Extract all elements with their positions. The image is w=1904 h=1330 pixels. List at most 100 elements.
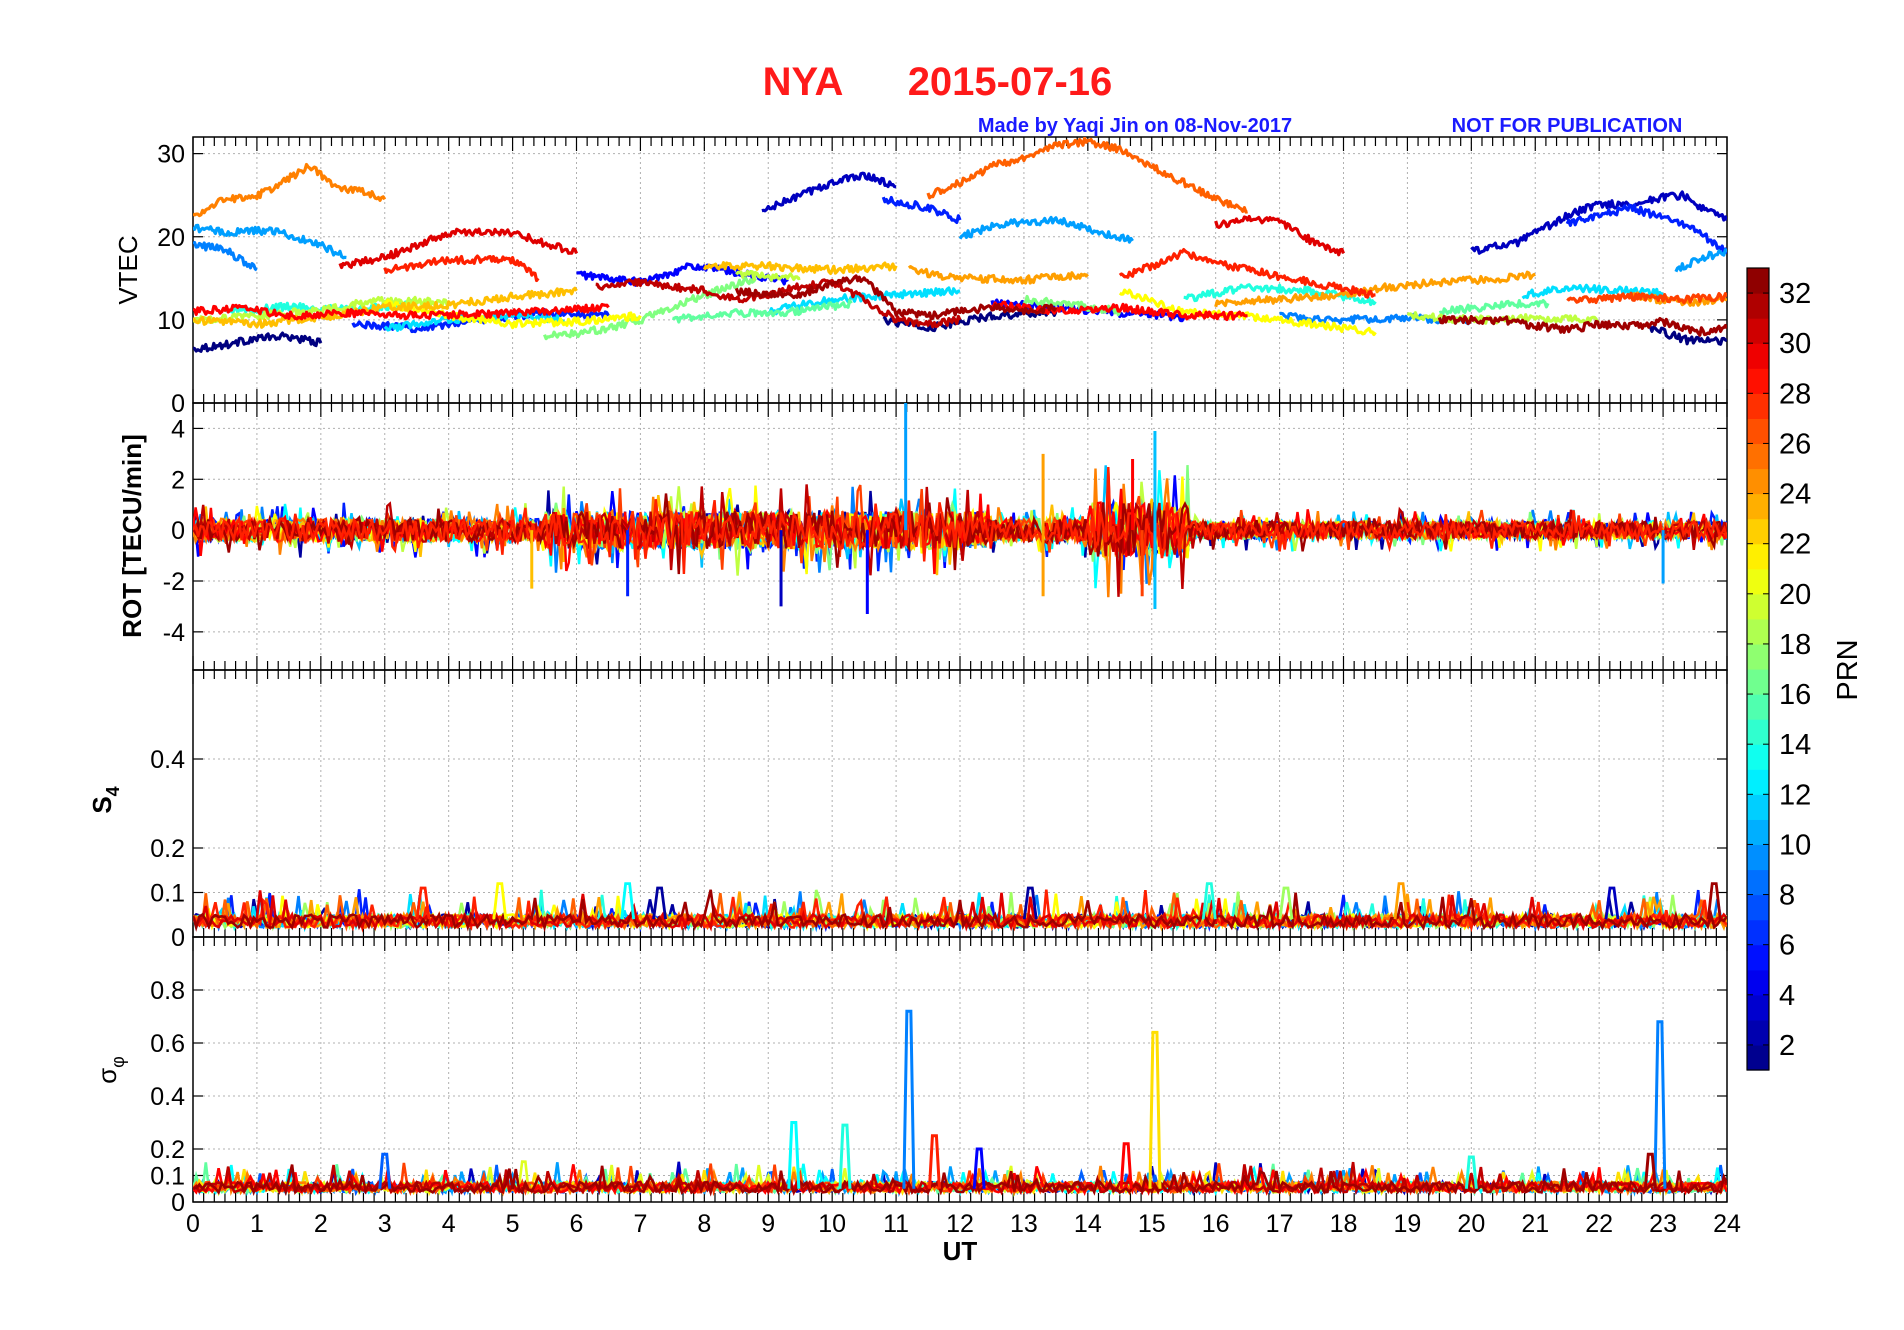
y-tick-label: 10: [157, 307, 185, 335]
x-tick-label: 16: [1202, 1210, 1230, 1238]
s4-peak: [415, 886, 431, 920]
vtec-series-prn-23: [702, 261, 898, 275]
colorbar-tick-label: 2: [1779, 1030, 1795, 1062]
y-tick-label: 0.4: [150, 1083, 185, 1111]
colorbar-tick-label: 32: [1779, 278, 1811, 310]
colorbar-segment: [1747, 969, 1769, 996]
colorbar-segment: [1747, 694, 1769, 720]
s4-peak: [1604, 886, 1620, 920]
vtec-series-prn-25: [193, 162, 387, 218]
sigma-peak: [927, 1134, 941, 1189]
vtec-series-prn-10: [1674, 248, 1727, 273]
x-tick-label: 6: [570, 1210, 584, 1238]
vtec-series-prn-1: [1648, 325, 1727, 346]
y-tick-label: -2: [163, 568, 185, 596]
colorbar-segment: [1747, 994, 1769, 1021]
vtec-lines: [193, 137, 1727, 353]
vtec-series-prn-17: [543, 277, 757, 341]
x-tick-label: 22: [1585, 1210, 1613, 1238]
x-tick-label: 11: [883, 1210, 909, 1238]
x-tick-label: 7: [633, 1210, 647, 1238]
colorbar-segment: [1747, 844, 1769, 871]
vtec-series-prn-30: [1214, 214, 1345, 257]
colorbar-segment: [1747, 669, 1769, 695]
x-tick-label: 18: [1330, 1210, 1358, 1238]
s4-panel: 00.10.20.4S4: [87, 669, 1728, 952]
x-tick-label: 2: [314, 1210, 328, 1238]
colorbar-segment: [1747, 744, 1769, 770]
colorbar-segment: [1747, 769, 1769, 795]
sigma-peak: [1464, 1155, 1478, 1189]
colorbar-tick-label: 14: [1779, 729, 1811, 761]
colorbar-tick-label: 4: [1779, 980, 1795, 1012]
vtec-series-prn-1: [193, 331, 323, 353]
vtec-series-prn-28: [1118, 248, 1376, 299]
vtec-series-prn-21: [1118, 288, 1377, 337]
s4-grid: [193, 670, 1727, 937]
rot-ylabel: ROT [TECU/min]: [117, 434, 147, 638]
vtec-series-prn-6: [1565, 203, 1727, 256]
colorbar-segment: [1747, 518, 1769, 545]
y-tick-label: 0.6: [150, 1030, 185, 1058]
x-tick-label: 0: [186, 1210, 200, 1238]
colorbar-tick-label: 22: [1779, 529, 1811, 561]
colorbar-frame: [1746, 267, 1770, 1071]
colorbar-segment: [1747, 493, 1769, 520]
vtec-ylabel: VTEC: [113, 235, 143, 304]
s4-series-prn-32: [193, 889, 1727, 933]
vtec-series-prn-6: [881, 195, 962, 224]
y-tick-label: 0.2: [150, 1136, 185, 1164]
sigma_phi-ticks: 00.10.2 0.4 0.6 0.8: [150, 937, 1728, 1217]
sigma-phi-panel: 00.10.20.40.60.80 1 2 3 4 5 6 7 8 9 10 11 12 13 14 15 16…: [92, 936, 1741, 1266]
sigma-series-prn-32: [193, 1164, 1727, 1197]
vtec-series-prn-3: [761, 171, 897, 213]
ut-xlabel: UT: [943, 1236, 978, 1266]
colorbar-tick-label: 20: [1779, 579, 1811, 611]
y-tick-label: -4: [163, 619, 185, 647]
sigma-peak: [378, 1152, 392, 1189]
vtec-series-prn-26: [926, 137, 1248, 214]
x-tick-label: 14: [1074, 1210, 1102, 1238]
vtec-series-prn-10: [193, 223, 347, 260]
colorbar-segment: [1747, 418, 1769, 445]
rot-series-prn-32: [193, 493, 1727, 575]
colorbar-segment: [1747, 468, 1769, 495]
disclaimer-note: NOT FOR PUBLICATION: [1452, 115, 1683, 137]
sigma-peak: [902, 1009, 916, 1189]
x-tick-label: 20: [1457, 1210, 1485, 1238]
colorbar-segment: [1747, 593, 1769, 620]
x-tick-label: 9: [761, 1210, 775, 1238]
x-tick-label: 12: [946, 1210, 974, 1238]
x-tick-label: 23: [1649, 1210, 1677, 1238]
x-tick-label: 19: [1394, 1210, 1422, 1238]
colorbar-segment: [1747, 944, 1769, 971]
colorbar-segment: [1747, 293, 1769, 319]
vtec-series-prn-28: [383, 254, 540, 283]
chart-title-station: NYA: [763, 60, 844, 104]
vtec-series-prn-14: [1183, 283, 1377, 307]
chart-title-date: 2015-07-16: [908, 60, 1113, 104]
credit-note: Made by Yaqi Jin on 08-Nov-2017: [978, 115, 1292, 137]
sigma-peak: [787, 1121, 801, 1189]
colorbar-segment: [1747, 393, 1769, 419]
colorbar-tick-label: 24: [1779, 479, 1811, 511]
colorbar-tick-label: 30: [1779, 328, 1811, 360]
s4-peak: [1022, 886, 1038, 920]
sigma-peak: [1653, 1020, 1667, 1189]
colorbar-tick-label: 18: [1779, 629, 1811, 661]
x-tick-label: 13: [1010, 1210, 1038, 1238]
s4-ylabel-subscript: 4: [103, 786, 123, 796]
sigma-peak: [1148, 1030, 1162, 1189]
colorbar-segment: [1747, 869, 1769, 896]
vtec-series-prn-23: [193, 286, 578, 329]
vtec-series-prn-21: [383, 298, 642, 330]
vtec-series-prn-9: [193, 241, 258, 272]
y-tick-label: 0: [171, 517, 185, 545]
colorbar-tick-label: 28: [1779, 378, 1811, 410]
y-tick-label: 4: [171, 415, 185, 443]
sigma-peak: [1119, 1142, 1133, 1189]
y-tick-label: 30: [157, 141, 185, 169]
colorbar-tick-label: 8: [1779, 880, 1795, 912]
vtec-series-prn-10: [958, 215, 1134, 244]
